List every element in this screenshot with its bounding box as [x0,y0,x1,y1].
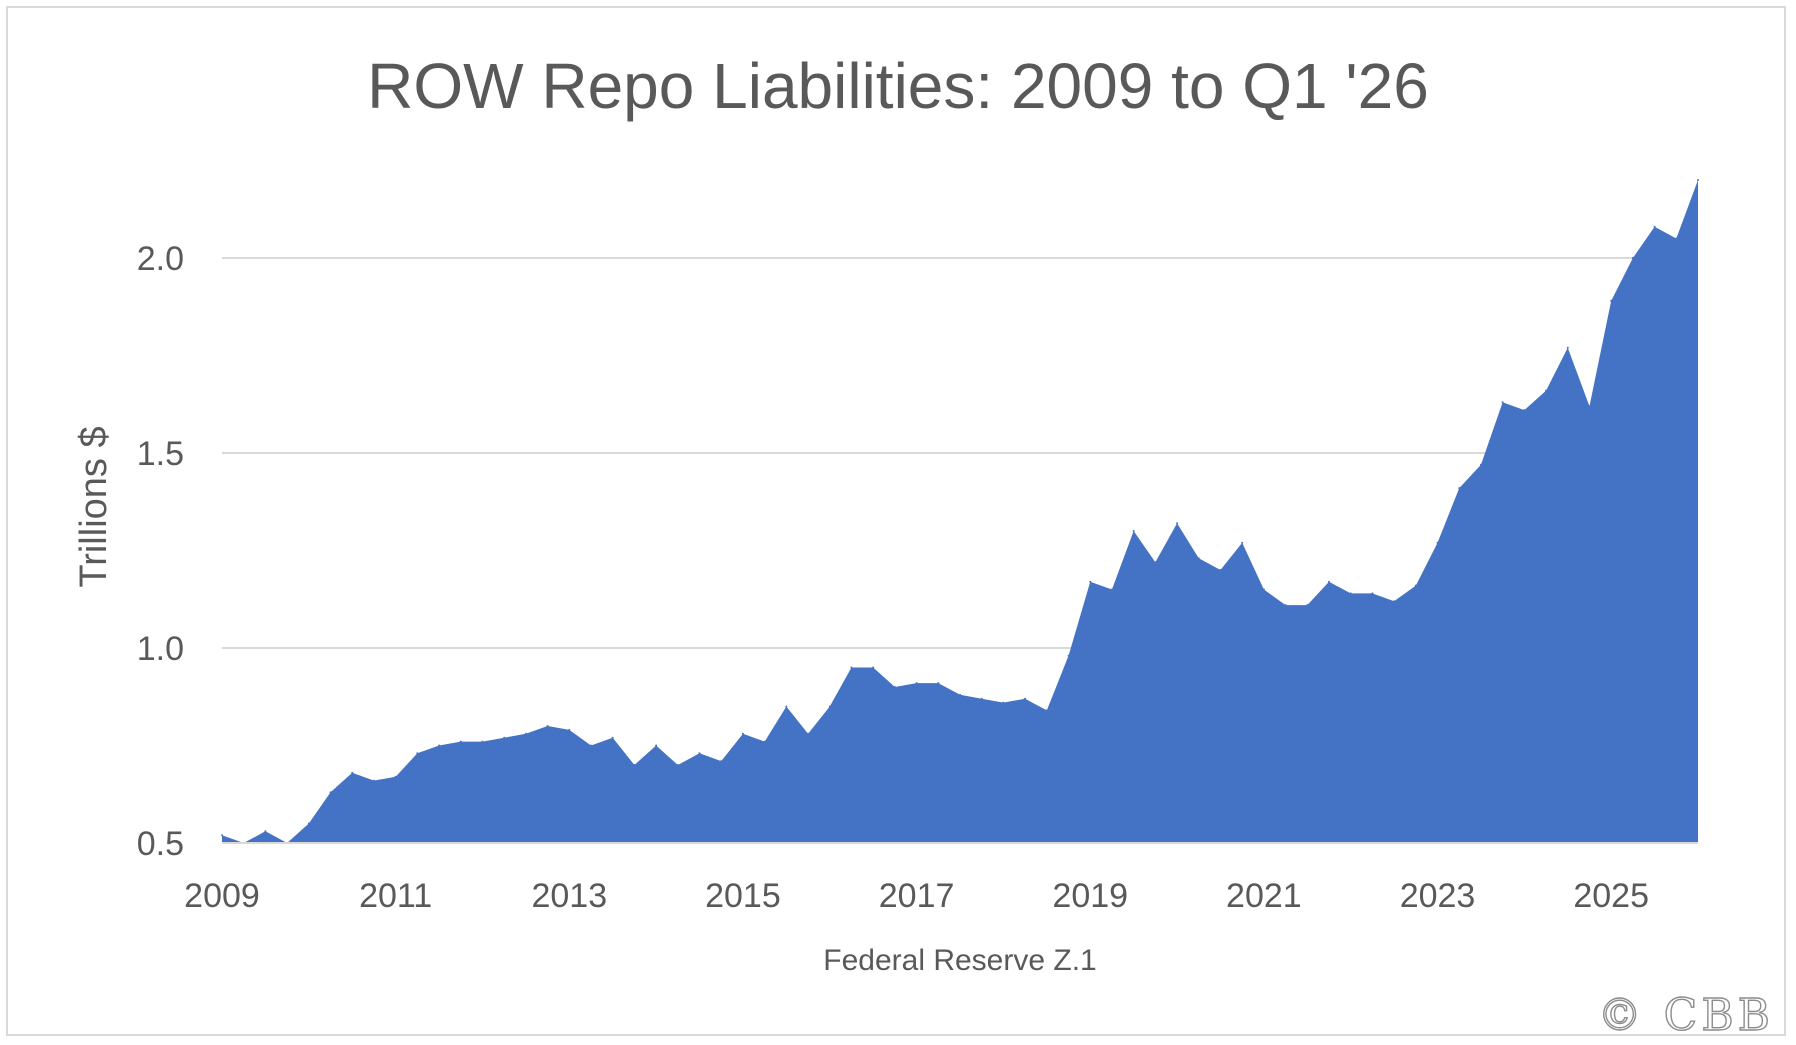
data-point [763,740,766,743]
x-axis-title: Federal Reserve Z.1 [823,944,1096,977]
data-point [828,705,831,708]
data-point [937,682,940,685]
data-point [698,752,701,755]
data-point [307,822,310,825]
data-point [959,693,961,696]
y-axis-ticks: 0.5 1.0 1.5 2.0 [137,240,184,863]
data-point [1067,654,1070,657]
data-point [1501,401,1504,404]
data-point [481,740,484,743]
area-series [222,180,1698,843]
y-axis-title: Trillions $ [73,426,115,587]
data-point [1479,463,1482,466]
data-point [1610,299,1613,302]
data-point [1436,541,1439,544]
data-point [915,682,918,685]
data-point [1588,405,1591,408]
data-point [1154,561,1157,564]
x-axis-ticks: 2009 2011 2013 2015 2017 2019 2021 2023 2025 [184,877,1649,915]
data-point [893,686,896,688]
data-point [1371,592,1374,595]
data-point [546,725,549,727]
data-point [633,764,636,766]
data-point [1176,522,1179,525]
data-point [438,744,441,747]
y-tick-label: 2.0 [137,240,184,278]
data-point [524,732,527,735]
data-point [1262,588,1265,591]
data-point [807,732,810,735]
data-point [568,728,571,731]
data-point [1523,409,1526,412]
x-tick-label: 2021 [1226,877,1302,915]
data-point [416,752,419,755]
data-point [1566,346,1569,349]
data-point [1393,600,1396,603]
data-point [1284,604,1287,607]
data-point [1414,584,1417,587]
x-tick-label: 2017 [879,877,955,915]
x-tick-label: 2013 [531,877,607,915]
data-point [611,736,614,739]
x-tick-label: 2009 [184,877,260,915]
data-point [785,705,788,708]
y-tick-label: 1.5 [137,435,184,473]
data-point [394,775,397,778]
data-point [1675,237,1678,240]
data-point [741,732,744,735]
data-point [1002,701,1005,704]
data-point [503,736,506,739]
data-point [264,830,267,833]
data-point [1110,588,1113,591]
data-point [1458,487,1461,490]
data-point [221,834,223,837]
x-tick-label: 2011 [359,877,432,915]
data-point [459,740,462,743]
chart-title: ROW Repo Liabilities: 2009 to Q1 '26 [367,50,1429,122]
data-point [1241,541,1244,544]
x-tick-label: 2019 [1052,877,1128,915]
watermark: © CBB [1598,990,1774,1041]
data-point [720,760,723,763]
y-tick-label: 1.0 [137,630,184,668]
data-point [1545,389,1548,392]
data-point [1653,225,1656,228]
data-point [1631,257,1634,259]
data-point [1306,604,1309,607]
data-point [1328,580,1330,583]
data-point [372,779,375,782]
data-point [872,666,875,669]
data-point [351,771,354,774]
data-point [1219,569,1222,571]
data-point [1349,592,1352,595]
x-tick-label: 2023 [1400,877,1476,915]
data-point [590,744,592,747]
data-point [1045,709,1048,712]
data-point [1697,179,1699,181]
data-point [1132,530,1135,532]
y-tick-label: 0.5 [137,825,184,863]
data-point [1024,697,1027,700]
data-point [1197,557,1200,560]
x-tick-label: 2025 [1573,877,1649,915]
data-point [980,697,983,700]
area-series-layer [221,179,1699,844]
data-point [329,791,332,794]
data-point [655,744,658,747]
x-tick-label: 2015 [705,877,781,915]
data-point [850,666,853,669]
data-point [676,764,679,766]
data-point [1089,580,1092,583]
